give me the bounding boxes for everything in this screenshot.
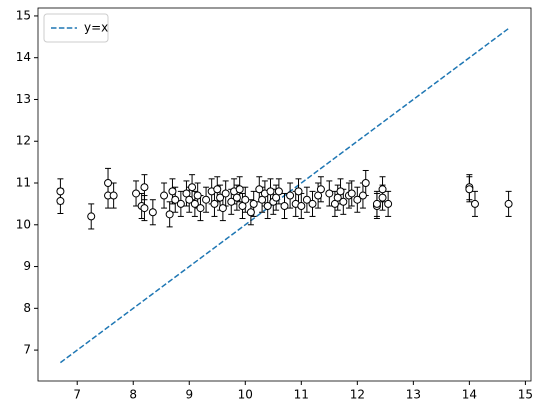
point	[255, 185, 264, 194]
point	[384, 199, 393, 208]
point	[176, 199, 185, 208]
point	[286, 191, 295, 200]
point	[347, 189, 356, 198]
point	[470, 199, 479, 208]
point	[263, 201, 272, 210]
point	[160, 191, 169, 200]
point	[372, 199, 381, 208]
point	[294, 187, 303, 196]
x-tick-label: 13	[406, 388, 421, 402]
point	[171, 195, 180, 204]
x-tick-label: 8	[129, 388, 137, 402]
point	[308, 199, 317, 208]
point	[302, 195, 311, 204]
point	[266, 187, 275, 196]
legend-label: y=x	[84, 21, 108, 35]
y-tick-label: 11	[16, 176, 31, 190]
point	[325, 189, 334, 198]
point	[193, 191, 202, 200]
y-tick-label: 13	[16, 92, 31, 106]
point	[378, 193, 387, 202]
point	[165, 210, 174, 219]
point	[274, 187, 283, 196]
point	[213, 185, 222, 194]
y-tick-label: 15	[16, 8, 31, 22]
point	[297, 201, 306, 210]
point	[140, 204, 149, 213]
point	[316, 185, 325, 194]
x-tick-label: 11	[294, 388, 309, 402]
point	[56, 196, 65, 205]
point	[210, 199, 219, 208]
point	[196, 204, 205, 213]
point	[218, 204, 227, 213]
y-tick-label: 9	[23, 259, 31, 273]
x-tick-label: 10	[238, 388, 253, 402]
x-tick-label: 15	[518, 388, 533, 402]
point	[353, 195, 362, 204]
point	[358, 191, 367, 200]
point	[235, 185, 244, 194]
point	[56, 187, 65, 196]
point	[378, 185, 387, 194]
y-tick-label: 8	[23, 301, 31, 315]
point	[202, 195, 211, 204]
point	[465, 185, 474, 194]
point	[190, 199, 199, 208]
plot-frame	[37, 7, 532, 382]
point	[168, 187, 177, 196]
point	[249, 199, 258, 208]
point	[241, 195, 250, 204]
point	[246, 208, 255, 217]
x-tick-label: 9	[185, 388, 193, 402]
point	[227, 197, 236, 206]
y-tick-label: 7	[23, 343, 31, 357]
point	[104, 179, 113, 188]
x-tick-label: 7	[73, 388, 81, 402]
y-tick-label: 10	[16, 217, 31, 231]
y-tick-label: 12	[16, 134, 31, 148]
point	[132, 189, 141, 198]
point	[87, 212, 96, 221]
x-tick-label: 14	[462, 388, 477, 402]
point	[188, 183, 197, 192]
point	[361, 179, 370, 188]
point	[221, 189, 230, 198]
point	[216, 193, 225, 202]
x-tick-label: 12	[350, 388, 365, 402]
point	[232, 193, 241, 202]
point	[148, 208, 157, 217]
y-tick-label: 14	[16, 50, 31, 64]
point	[140, 183, 149, 192]
point	[185, 195, 194, 204]
point	[109, 191, 118, 200]
point	[280, 201, 289, 210]
point	[336, 187, 345, 196]
point	[504, 199, 513, 208]
point	[339, 197, 348, 206]
